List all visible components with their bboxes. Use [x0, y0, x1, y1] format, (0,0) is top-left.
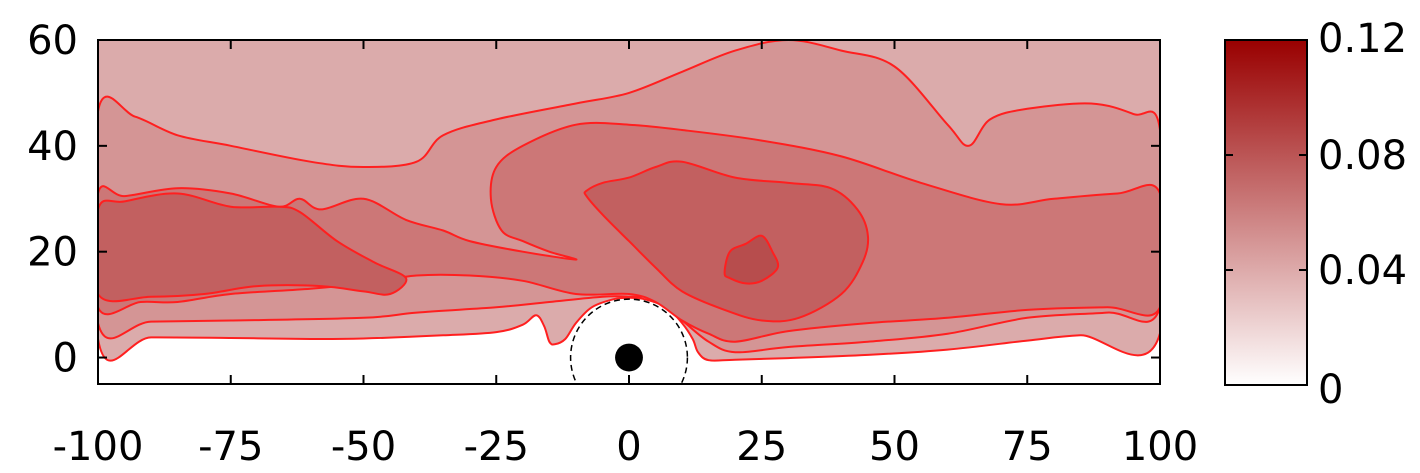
- x-tick-label: -75: [198, 424, 263, 470]
- y-tick-label: 40: [27, 124, 78, 170]
- x-tick-label: 25: [736, 424, 787, 470]
- contour-region-0_08-4: [583, 160, 870, 323]
- colorbar-tick-label: 0: [1318, 367, 1343, 413]
- x-tick-label: 50: [869, 424, 920, 470]
- colorbar: 0 0.04 0.08 0.12: [1224, 16, 1407, 413]
- y-tick-label: 60: [27, 18, 78, 64]
- x-tick-label: -100: [53, 424, 144, 470]
- colorbar-tick-label: 0.04: [1318, 248, 1407, 294]
- x-tick-label: -25: [464, 424, 529, 470]
- y-tick-label: 0: [53, 336, 78, 382]
- plot-area: [98, 40, 1160, 362]
- dashed-circle: [569, 298, 689, 384]
- y-tick-label: 20: [27, 230, 78, 276]
- colorbar-tick-label: 0.12: [1318, 16, 1407, 62]
- x-tick-label: -50: [331, 424, 396, 470]
- x-tick-label: 0: [616, 424, 641, 470]
- contour-region-0_1-5: [723, 234, 780, 285]
- inner-disk: [615, 343, 643, 372]
- obstacle-marker: [569, 298, 689, 384]
- x-tick-label: 100: [1122, 424, 1198, 470]
- x-tick-label: 75: [1002, 424, 1053, 470]
- y-axis: 0 20 40 60: [27, 18, 1160, 382]
- colorbar-gradient: [1224, 39, 1308, 386]
- colorbar-tick-label: 0.08: [1318, 133, 1407, 179]
- contour-region-0_08-3: [98, 192, 408, 303]
- x-axis: -100 -75 -50 -25 0 25 50 75 100: [53, 40, 1198, 470]
